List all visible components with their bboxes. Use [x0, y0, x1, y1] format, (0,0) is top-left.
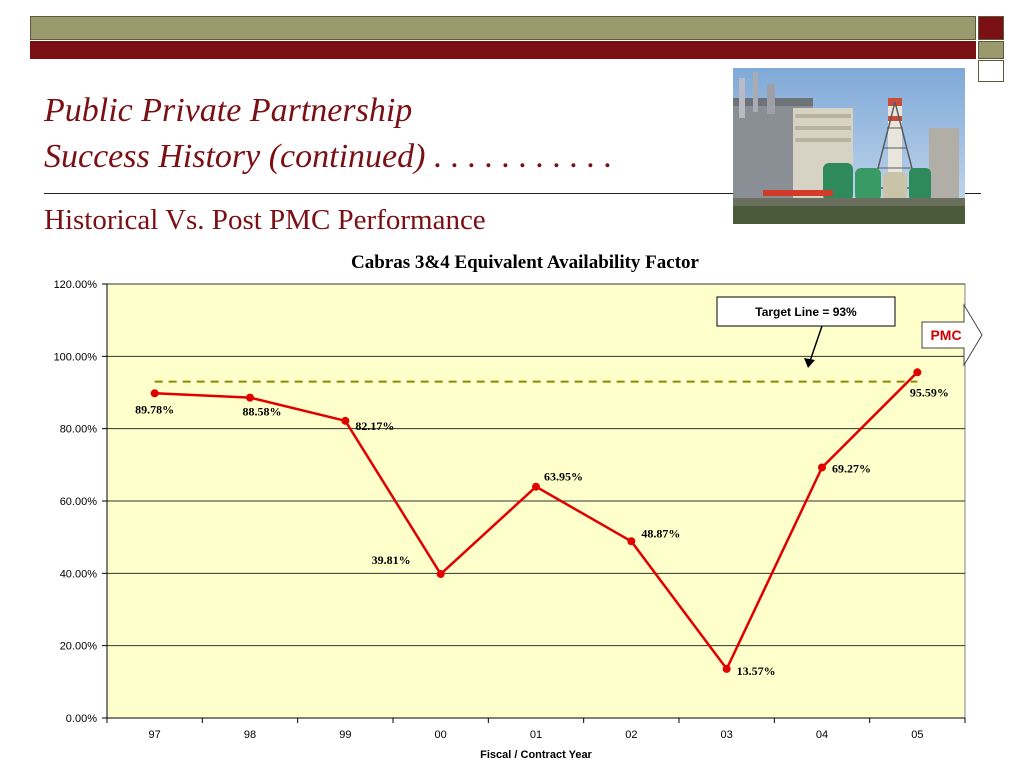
- y-tick-label: 40.00%: [60, 568, 98, 580]
- x-axis-label: Fiscal / Contract Year: [480, 749, 592, 761]
- data-label: 39.81%: [372, 553, 411, 567]
- pmc-arrow: [921, 303, 983, 367]
- slide-subtitle: Historical Vs. Post PMC Performance: [44, 204, 486, 236]
- x-tick-label: 04: [816, 729, 828, 741]
- y-tick-label: 120.00%: [54, 279, 98, 291]
- data-point: [913, 368, 922, 377]
- y-tick-label: 0.00%: [66, 713, 97, 725]
- data-label: 95.59%: [910, 385, 949, 399]
- chart-title: Cabras 3&4 Equivalent Availability Facto…: [351, 252, 700, 273]
- x-tick-label: 98: [244, 729, 256, 741]
- data-label: 63.95%: [544, 470, 583, 484]
- power-plant-photo: [733, 68, 965, 224]
- y-tick-label: 60.00%: [60, 496, 98, 508]
- data-point: [436, 570, 445, 579]
- data-label: 82.17%: [355, 419, 394, 433]
- target-callout-arrow: [808, 325, 823, 365]
- data-point: [722, 664, 731, 673]
- y-tick-label: 100.00%: [54, 351, 98, 363]
- x-tick-label: 00: [435, 729, 447, 741]
- x-tick-label: 02: [625, 729, 637, 741]
- x-tick-label: 05: [911, 729, 923, 741]
- title-divider: [44, 193, 981, 194]
- data-point: [246, 393, 254, 402]
- corner-square-red: [978, 16, 1004, 40]
- header-band-top: [30, 16, 976, 40]
- slide-title-line1: Public Private Partnership: [44, 92, 413, 129]
- data-label: 13.57%: [737, 664, 776, 678]
- data-point: [150, 389, 159, 398]
- pmc-label: PMC: [930, 327, 961, 343]
- y-tick-label: 20.00%: [60, 641, 98, 653]
- data-label: 69.27%: [832, 461, 871, 475]
- y-tick-label: 80.00%: [60, 424, 98, 436]
- target-callout-box: [716, 296, 896, 327]
- data-label: 48.87%: [641, 526, 680, 540]
- data-label: 88.58%: [243, 405, 282, 419]
- corner-square-olive: [978, 41, 1004, 59]
- target-callout: Target Line = 93%: [716, 296, 896, 368]
- data-point: [627, 537, 636, 546]
- target-callout-arrow-head: [804, 358, 815, 368]
- header-band-bottom: [30, 41, 976, 59]
- x-tick-label: 99: [339, 729, 351, 741]
- target-callout-label: Target Line = 93%: [755, 305, 857, 319]
- x-tick-label: 01: [530, 729, 542, 741]
- corner-square-white: [978, 60, 1004, 82]
- data-label: 89.78%: [135, 402, 174, 416]
- data-point: [341, 416, 350, 425]
- data-point: [818, 463, 826, 472]
- data-point: [532, 482, 540, 491]
- x-tick-label: 03: [721, 729, 733, 741]
- slide-title-line2: Success History (continued) . . . . . . …: [44, 138, 613, 175]
- x-tick-label: 97: [149, 729, 161, 741]
